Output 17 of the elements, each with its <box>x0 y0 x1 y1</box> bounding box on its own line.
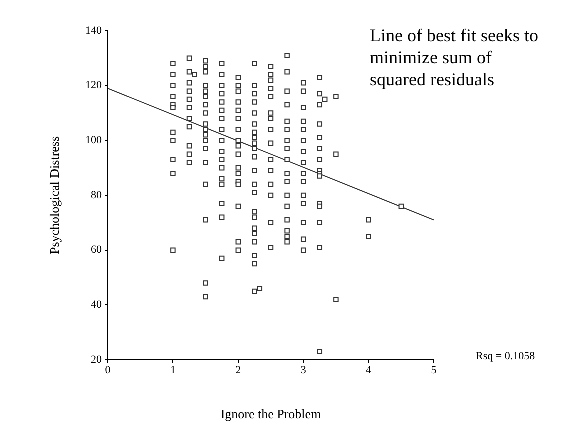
y-tick-label: 120 <box>86 80 102 92</box>
x-tick-label: 1 <box>170 364 176 376</box>
x-tick-label: 2 <box>236 364 242 376</box>
y-tick-label: 140 <box>86 24 102 37</box>
y-tick-label: 20 <box>91 354 102 366</box>
y-tick-label: 60 <box>91 244 102 256</box>
x-tick-label: 3 <box>300 364 307 376</box>
x-tick-label: 0 <box>105 364 112 376</box>
text: Rsq = 0.1058 <box>476 350 536 362</box>
x-tick-label: 4 <box>366 364 372 376</box>
x-tick-label: 5 <box>431 364 438 376</box>
y-tick-label: 100 <box>86 134 102 147</box>
y-tick-label: 40 <box>91 299 102 312</box>
y-axis-title: Psychological Distress <box>47 136 62 255</box>
annotation: Line of best fit seeks to minimize sum of squared residuals <box>370 26 538 90</box>
y-tick-label: 80 <box>91 189 102 202</box>
x-axis-title: Ignore the Problem <box>220 406 322 422</box>
